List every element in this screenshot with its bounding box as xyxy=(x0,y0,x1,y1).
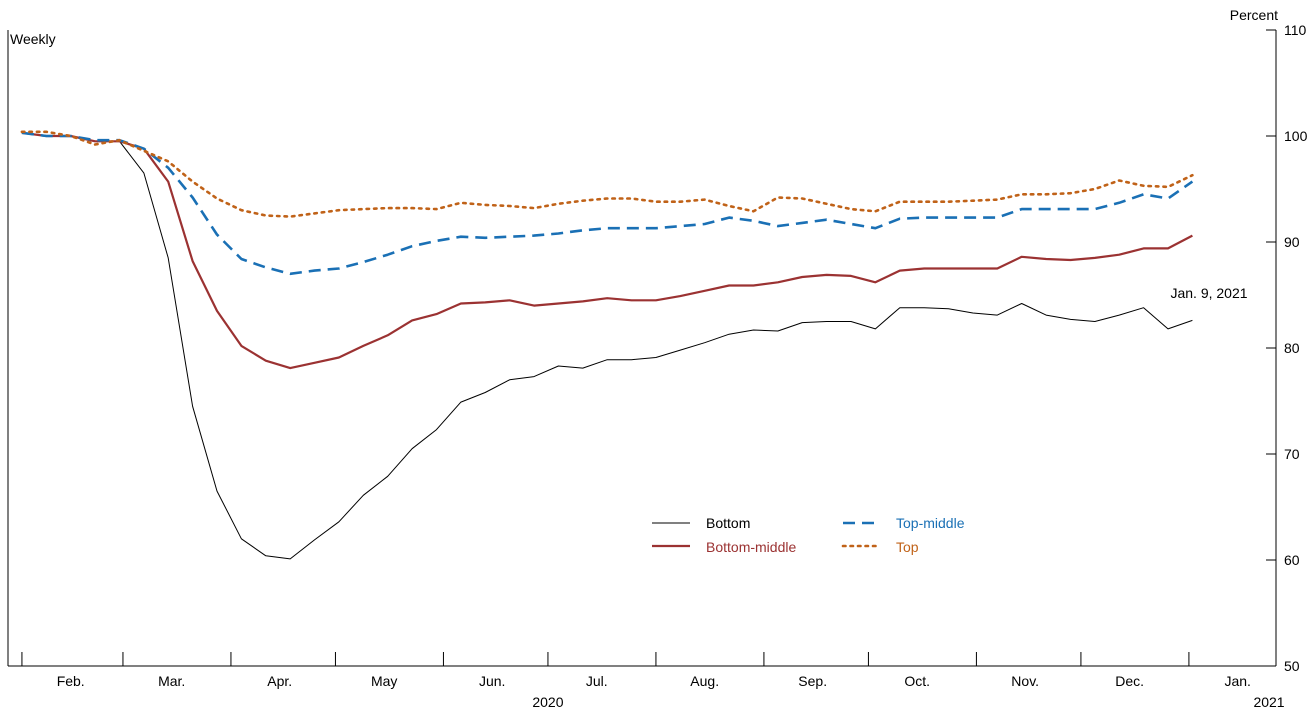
legend-label-bottom-middle: Bottom-middle xyxy=(706,539,796,555)
y-tick-label-110: 110 xyxy=(1284,22,1307,38)
x-tick-label-feb: Feb. xyxy=(57,673,85,689)
series-line-top-middle xyxy=(21,131,1194,276)
unit-label: Percent xyxy=(1230,7,1278,23)
y-tick-label-90: 90 xyxy=(1284,234,1300,250)
series-line-bottom xyxy=(21,132,1193,560)
x-tick-label-jan: Jan. xyxy=(1224,673,1250,689)
x-tick-label-jun: Jun. xyxy=(479,673,505,689)
axis-labels: 50 60 70 80 90 100 110 Feb. Mar. Apr. May Jun. Jul. A… xyxy=(57,22,1308,709)
x-tick-label-sep: Sep. xyxy=(798,673,827,689)
legend-label-bottom: Bottom xyxy=(706,515,750,531)
x-tick-label-dec: Dec. xyxy=(1115,673,1144,689)
x-tick-label-aug: Aug. xyxy=(690,673,719,689)
year-label-2020: 2020 xyxy=(532,694,563,709)
y-tick-label-70: 70 xyxy=(1284,446,1300,462)
y-tick-label-50: 50 xyxy=(1284,658,1300,674)
x-tick-label-may: May xyxy=(371,673,397,689)
y-tick-label-80: 80 xyxy=(1284,340,1300,356)
frequency-label: Weekly xyxy=(10,31,56,47)
last-date-annotation: Jan. 9, 2021 xyxy=(1170,285,1247,301)
series-line-top xyxy=(20,130,1194,218)
year-label-2021: 2021 xyxy=(1253,694,1284,709)
axis-ticks xyxy=(21,29,1276,667)
series-line-bottom-middle xyxy=(21,131,1193,370)
x-tick-label-nov: Nov. xyxy=(1011,673,1039,689)
x-tick-label-mar: Mar. xyxy=(158,673,185,689)
y-tick-label-60: 60 xyxy=(1284,552,1300,568)
x-tick-label-jul: Jul. xyxy=(586,673,608,689)
series-lines xyxy=(20,130,1194,560)
legend-label-top: Top xyxy=(896,539,919,555)
plot-frame xyxy=(7,30,1277,667)
y-tick-label-100: 100 xyxy=(1284,128,1308,144)
legend: Bottom Bottom-middle Top-middle Top xyxy=(652,515,965,555)
x-tick-label-apr: Apr. xyxy=(267,673,292,689)
legend-label-top-middle: Top-middle xyxy=(896,515,965,531)
x-tick-label-oct: Oct. xyxy=(904,673,930,689)
